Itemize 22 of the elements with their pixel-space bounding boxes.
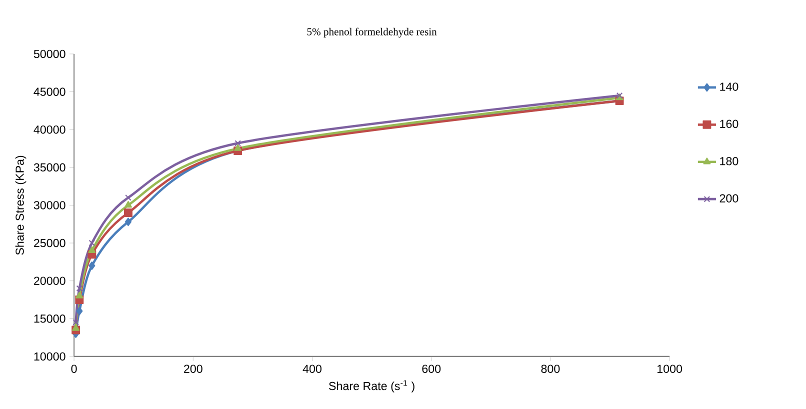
x-tick-label: 600	[422, 364, 441, 373]
x-tick-label: 400	[302, 364, 322, 373]
legend-label: 140	[720, 82, 738, 91]
y-tick-label: 30000	[34, 200, 66, 210]
x-tick-label: 1000	[657, 364, 682, 373]
x-axis-title: Share Rate (s$^{-1}$ )	[329, 380, 414, 392]
legend-label: 160	[720, 120, 738, 128]
y-tick-label: 10000	[34, 352, 66, 360]
y-tick-label: 25000	[34, 238, 66, 247]
y-tick-label: 45000	[34, 87, 66, 96]
y-tick-label: 50000	[34, 50, 66, 58]
chart-title: 5% phenol formeldehyde resin	[307, 28, 437, 38]
y-axis-title: Share Stress (KPa)	[15, 156, 26, 255]
x-tick-label: 0	[71, 364, 77, 373]
x-tick-label: 800	[541, 364, 560, 373]
y-tick-label: 35000	[34, 163, 66, 172]
legend-label: 200	[720, 194, 738, 202]
legend-label: 180	[720, 156, 738, 166]
y-tick-label: 20000	[34, 276, 66, 285]
y-tick-label: 40000	[34, 125, 66, 134]
y-tick-label: 15000	[34, 314, 66, 323]
x-tick-label: 200	[184, 364, 202, 373]
